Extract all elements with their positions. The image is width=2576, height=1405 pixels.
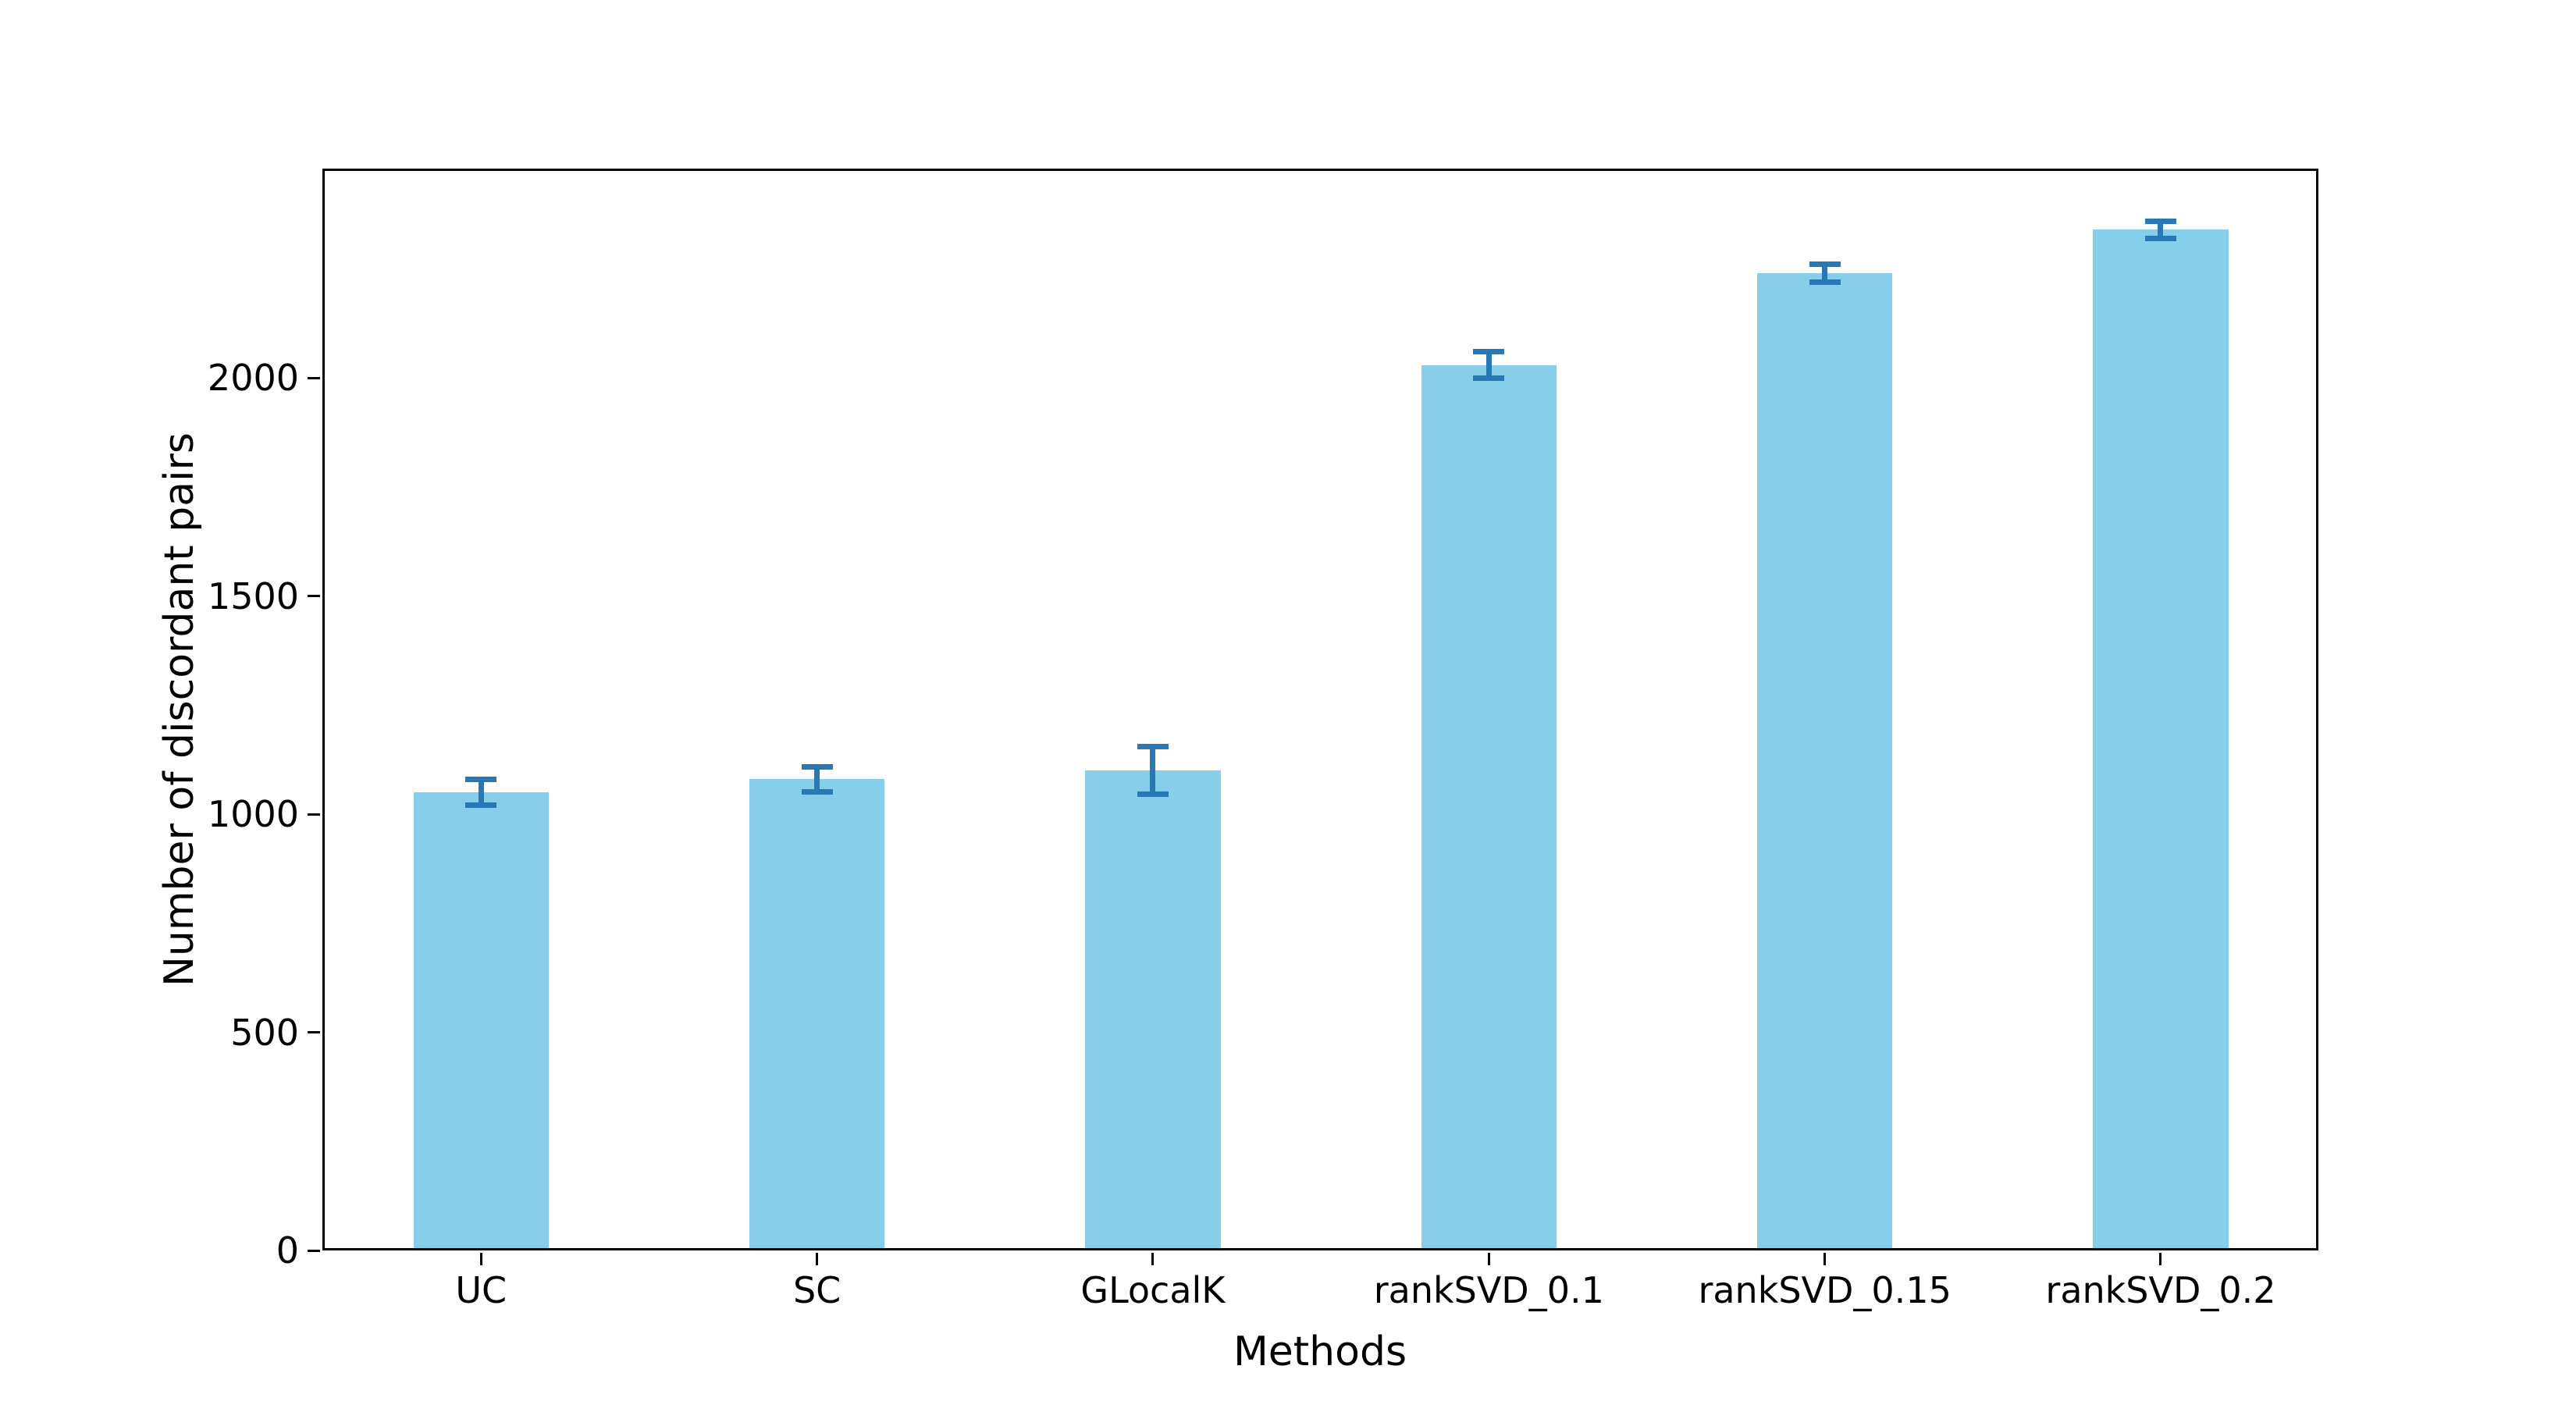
x-tick-mark: [816, 1253, 819, 1265]
error-bar-cap-top: [1809, 261, 1841, 268]
x-tick-mark: [2159, 1253, 2162, 1265]
error-bar-cap-bottom: [801, 788, 833, 795]
bar: [413, 792, 549, 1250]
error-bar-line: [1822, 264, 1828, 283]
plot-area: 0 500 1000 1500 2000 UC SC GLocalK rankSVD_0.1 ra…: [208, 169, 2318, 1308]
error-bar-cap-top: [801, 764, 833, 770]
error-bar-cap-bottom: [1809, 279, 1841, 285]
bar: [1085, 770, 1221, 1250]
error-bar-cap-bottom: [2144, 235, 2176, 241]
y-axis-label: Number of discordant pairs: [156, 432, 203, 987]
error-bar-cap-top: [1137, 744, 1169, 750]
y-tick-mark: [308, 376, 320, 379]
x-tick-label: rankSVD_0.2: [2045, 1269, 2276, 1311]
bar: [1757, 273, 1893, 1250]
error-bar-line: [1150, 746, 1156, 795]
y-tick-label: 2000: [207, 357, 299, 400]
axes-spines: [322, 169, 2318, 1250]
error-bar-cap-bottom: [1473, 375, 1505, 381]
bar: [2093, 229, 2229, 1250]
x-tick-label: GLocalK: [1080, 1269, 1226, 1311]
y-tick-mark: [308, 813, 320, 816]
x-tick-mark: [479, 1253, 482, 1265]
x-tick-label: rankSVD_0.1: [1373, 1269, 1604, 1311]
x-tick-mark: [1487, 1253, 1490, 1265]
x-tick-mark: [1151, 1253, 1155, 1265]
error-bar-line: [478, 779, 484, 806]
error-bar-cap-bottom: [1137, 791, 1169, 798]
y-tick-mark: [308, 1249, 320, 1252]
x-tick-label: SC: [792, 1269, 841, 1311]
error-bar-cap-bottom: [465, 802, 497, 809]
error-bar-cap-top: [2144, 218, 2176, 224]
x-axis-label: Methods: [1233, 1329, 1407, 1375]
error-bar-line: [2158, 221, 2164, 239]
x-tick-label: rankSVD_0.15: [1698, 1269, 1952, 1311]
error-bar-cap-top: [1473, 349, 1505, 355]
error-bar-cap-top: [465, 776, 497, 782]
y-tick-mark: [308, 1031, 320, 1034]
bar: [1421, 365, 1557, 1250]
y-tick-label: 1500: [207, 574, 299, 617]
y-tick-label: 0: [276, 1229, 299, 1272]
bar: [749, 779, 885, 1250]
y-tick-mark: [308, 595, 320, 598]
error-bar-line: [1485, 351, 1492, 379]
error-bar-line: [814, 767, 820, 792]
x-tick-mark: [1823, 1253, 1827, 1265]
x-tick-label: UC: [455, 1269, 507, 1311]
y-tick-label: 1000: [207, 793, 299, 836]
y-tick-label: 500: [230, 1011, 299, 1054]
